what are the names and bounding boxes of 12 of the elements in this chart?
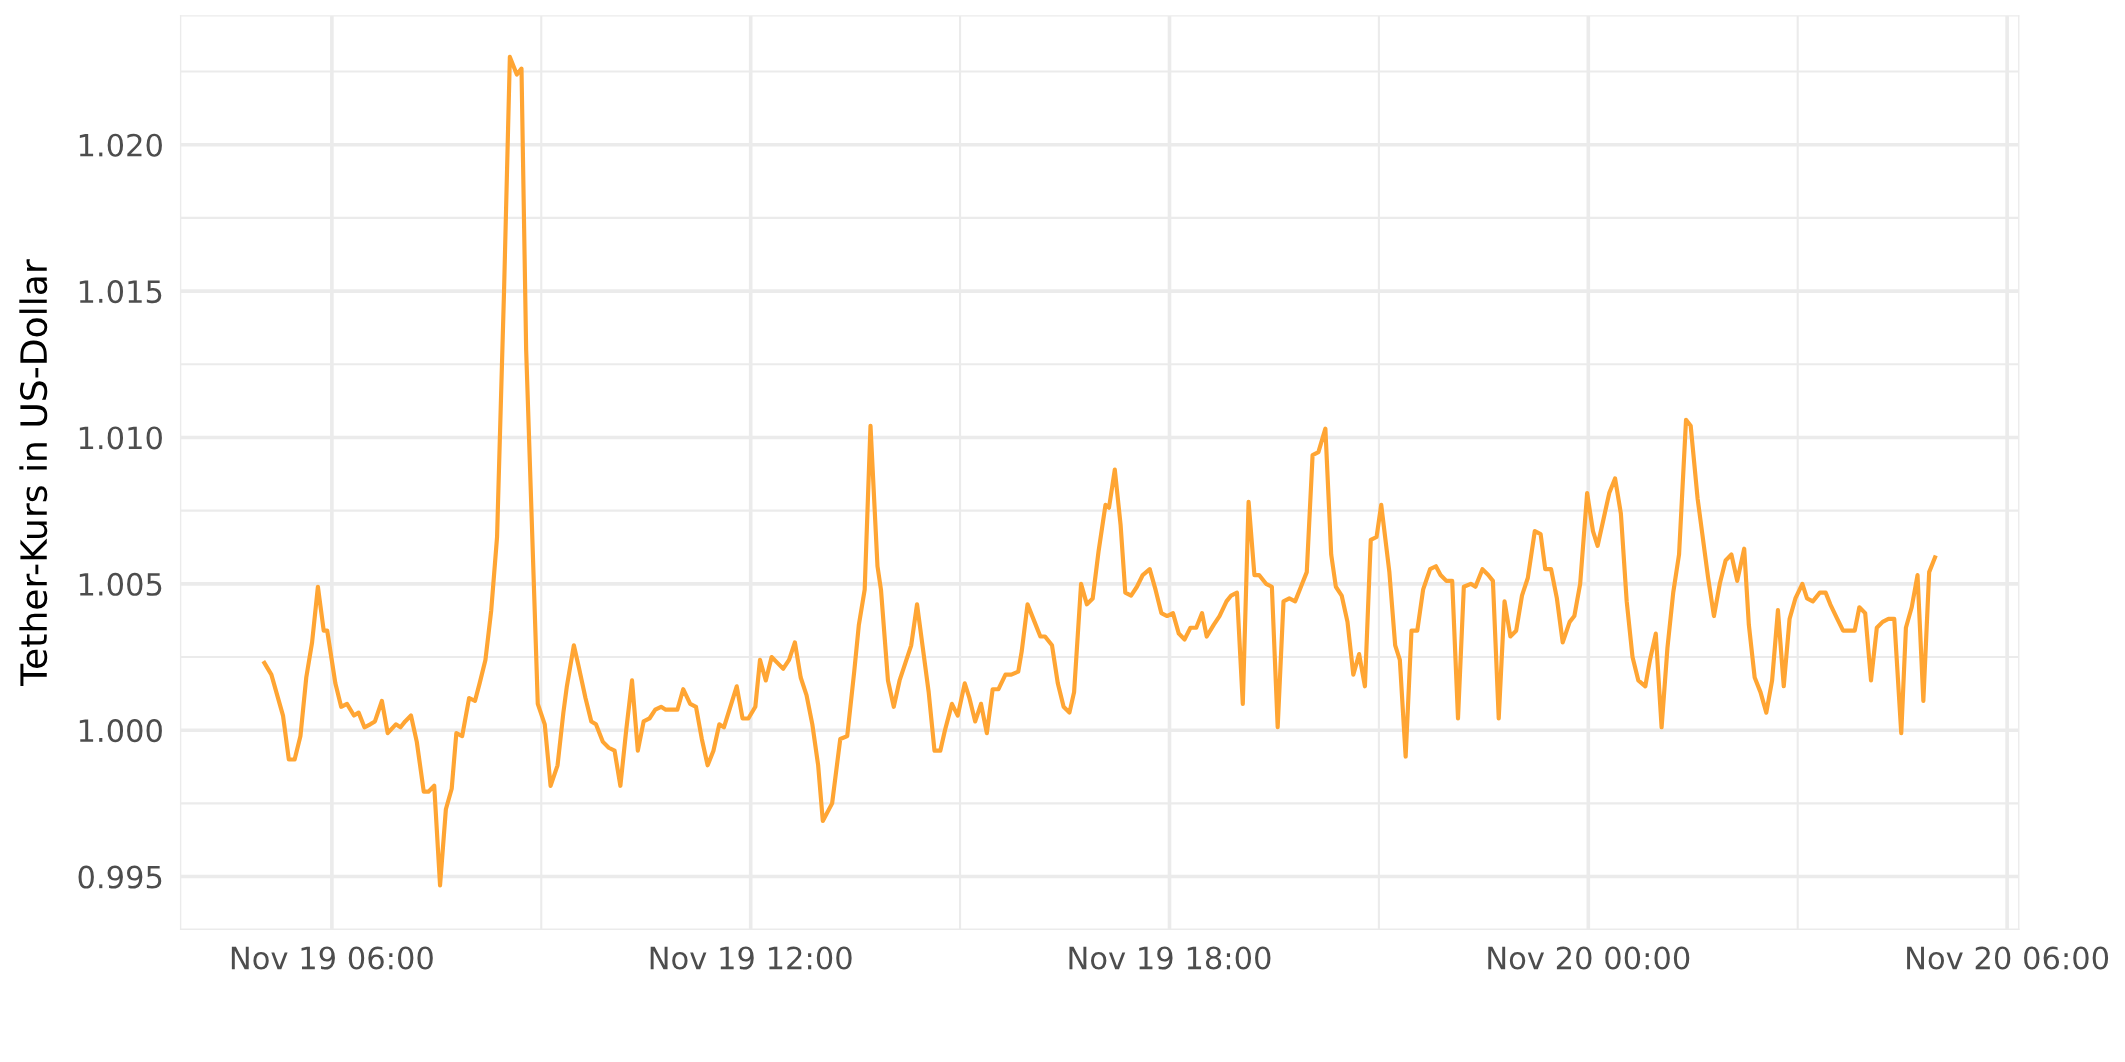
x-tick-label: Nov 19 18:00 <box>1069 946 1271 970</box>
x-tick-label: Nov 20 06:00 <box>1907 946 2109 970</box>
x-tick-label: Nov 19 06:00 <box>231 946 433 970</box>
x-tick-label: Nov 19 12:00 <box>650 946 852 970</box>
y-tick-label: 1.015 <box>79 280 162 304</box>
y-tick-label: 1.010 <box>79 426 162 450</box>
y-tick-label: 0.995 <box>78 865 162 889</box>
y-tick-label: 1.000 <box>79 719 162 743</box>
y-tick-label: 1.020 <box>79 133 162 157</box>
y-tick-label: 1.005 <box>79 572 162 596</box>
x-tick-label: Nov 20 00:00 <box>1488 946 1690 970</box>
y-axis-title: Tether-Kurs in US-Dollar <box>19 259 48 686</box>
